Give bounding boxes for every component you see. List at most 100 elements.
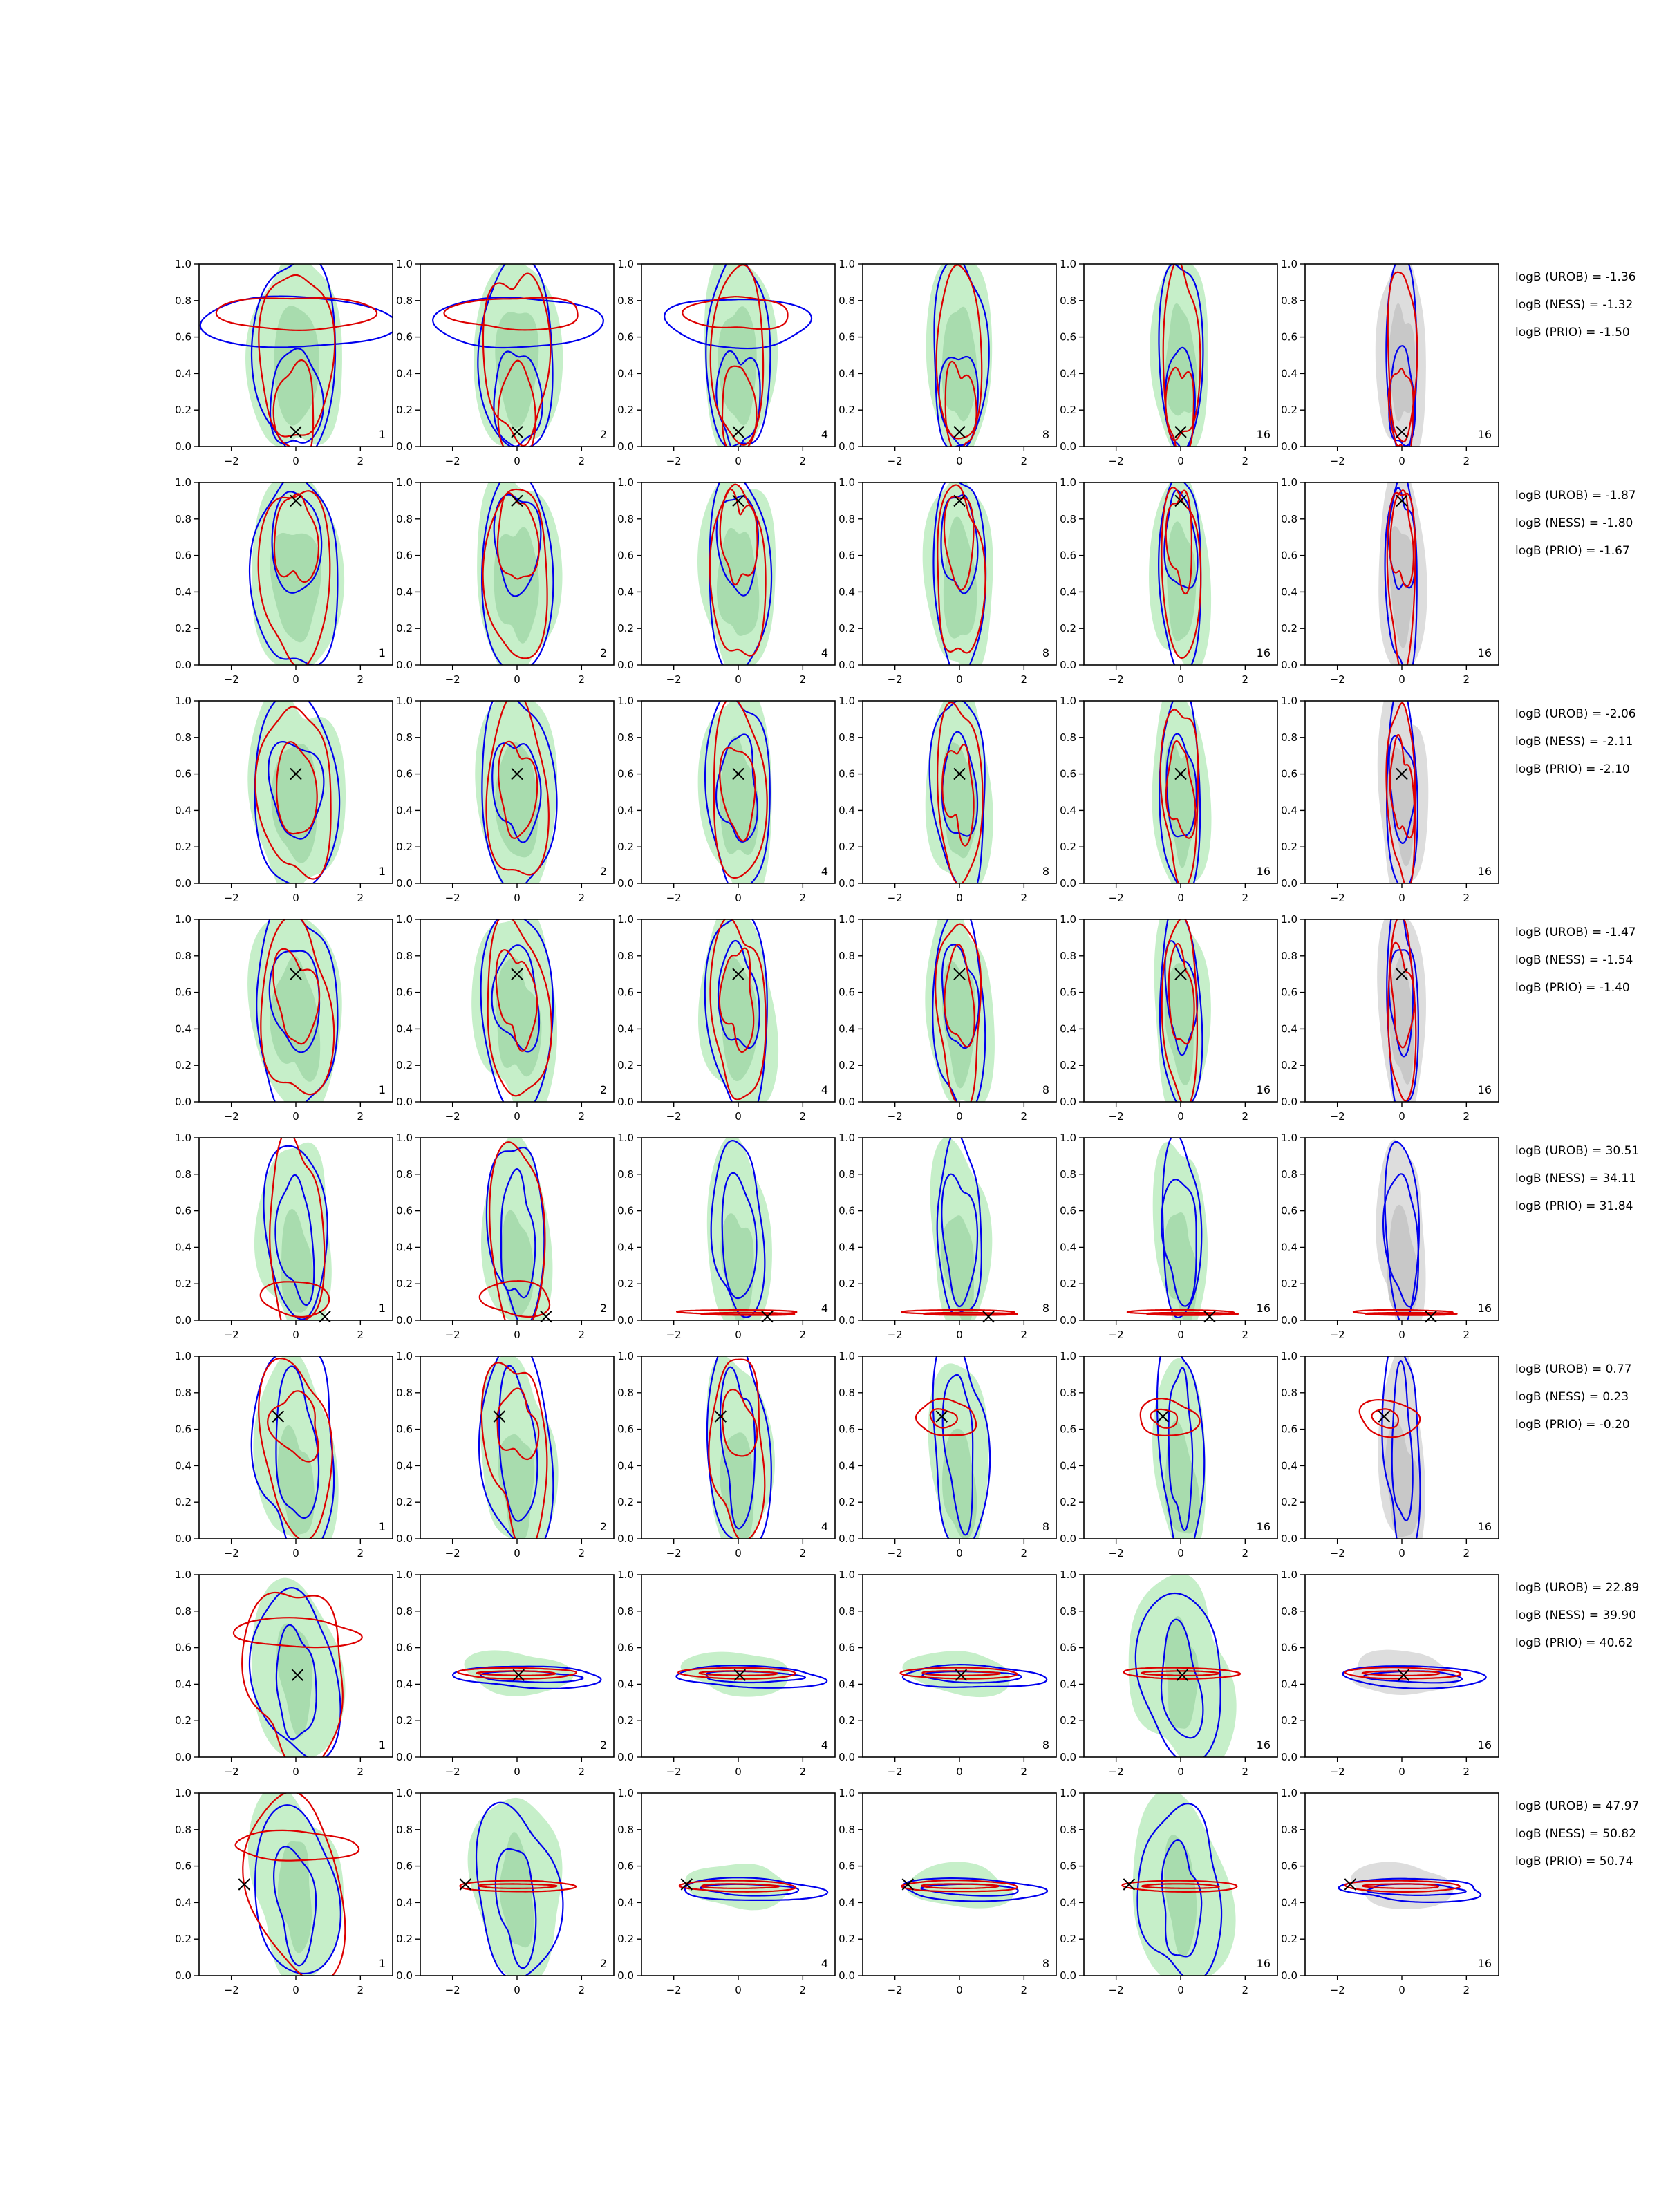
y-tick-label: 0.8 [1281,294,1297,307]
y-tick-label: 1.0 [396,1568,413,1581]
x-tick-label: −2 [224,892,239,904]
red-contour [1358,1399,1421,1438]
y-tick-label: 0.6 [617,1642,634,1654]
truth-marker [238,1878,251,1891]
red-contour [935,264,983,440]
y-tick-label: 0.6 [175,331,191,344]
y-tick-label: 0.8 [617,1387,634,1399]
x-tick-label: 2 [1463,1765,1470,1778]
truth-marker [290,968,302,980]
green-inner-contour [942,1428,977,1539]
blue-contour [1164,940,1199,1056]
y-tick-label: 0.0 [175,877,191,890]
y-tick-label: 0.6 [1281,768,1297,780]
red-contour [1141,1883,1220,1889]
x-tick-label: 2 [1463,673,1470,686]
truth-marker [901,1878,915,1891]
y-tick-label: 0.0 [396,877,413,890]
red-contour [477,1883,558,1890]
panel-r7-c4: 0.0 0.2 0.4 0.6 0.8 1.0 −2 0 2 8 [838,1568,1057,1778]
y-tick-label: 0.2 [617,1059,634,1071]
y-tick-label: 1.0 [175,258,191,270]
panel-r1-c4: 0.0 0.2 0.4 0.6 0.8 1.0 −2 0 2 8 [838,258,1057,467]
red-contour [1141,1670,1220,1676]
x-tick-label: 2 [800,1547,807,1559]
y-tick-label: 1.0 [396,1132,413,1144]
panel-number-label: 2 [600,1738,607,1752]
x-tick-label: 0 [292,1765,299,1778]
y-tick-label: 0.6 [1060,768,1076,780]
blue-contour [481,701,558,883]
y-tick-label: 1.0 [838,1350,855,1362]
x-tick-label: −2 [888,892,903,904]
y-tick-label: 0.4 [838,1678,855,1690]
y-tick-label: 0.8 [838,513,855,525]
green-inner-contour [1164,1421,1200,1534]
y-tick-label: 0.8 [396,950,413,962]
y-tick-label: 0.8 [838,1605,855,1618]
red-contour [1389,941,1416,1049]
red-contour [920,1883,1000,1890]
red-contour [901,1309,1016,1315]
blue-contour [675,1665,828,1689]
y-tick-label: 1.0 [1281,1132,1297,1144]
x-tick-label: 2 [800,1765,807,1778]
y-tick-label: 0.8 [1060,731,1076,744]
y-tick-label: 0.6 [617,986,634,999]
y-tick-label: 0.6 [175,1860,191,1873]
y-tick-label: 0.6 [1060,986,1076,999]
panel-number-label: 1 [379,1302,386,1315]
x-tick-label: −2 [666,1984,682,1996]
panel-number-label: 1 [379,1957,386,1970]
y-tick-label: 0.8 [1281,1387,1297,1399]
red-contour [935,923,982,1102]
x-tick-label: 0 [1177,1110,1184,1123]
y-tick-label: 0.4 [175,804,191,816]
y-tick-label: 0.6 [1060,1642,1076,1654]
truth-marker [733,1669,747,1681]
red-contour [260,919,335,1096]
y-tick-label: 0.6 [838,1642,855,1654]
y-tick-label: 0.2 [617,1933,634,1945]
x-tick-label: 2 [800,1110,807,1123]
x-tick-label: 2 [800,455,807,467]
red-contour [496,491,540,580]
y-tick-label: 1.0 [396,476,413,489]
x-tick-label: −2 [666,892,682,904]
y-tick-label: 0.2 [175,1714,191,1727]
y-tick-label: 1.0 [396,695,413,707]
y-tick-label: 0.4 [617,585,634,598]
truth-marker [511,426,523,438]
x-tick-label: 2 [357,1329,364,1341]
y-tick-label: 0.4 [396,1678,413,1690]
y-tick-label: 0.8 [396,1168,413,1181]
red-contour [1387,271,1418,443]
y-tick-label: 0.2 [1281,622,1297,635]
x-tick-label: 2 [357,673,364,686]
gray-inner-contour [1387,1204,1419,1314]
x-tick-label: 0 [514,892,521,904]
panel-r7-c5: 0.0 0.2 0.4 0.6 0.8 1.0 −2 0 2 16 [1060,1568,1278,1778]
y-tick-label: 0.8 [396,1387,413,1399]
green-inner-contour [498,1434,535,1539]
y-tick-label: 0.8 [175,294,191,307]
y-tick-label: 0.2 [1060,622,1076,635]
panel-r4-c5: 0.0 0.2 0.4 0.6 0.8 1.0 −2 0 2 16 [1060,913,1278,1123]
y-tick-label: 0.2 [617,1277,634,1290]
x-tick-label: 2 [357,1547,364,1559]
x-tick-label: −2 [888,1765,903,1778]
green-inner-contour [276,1623,313,1737]
blue-contour [491,944,541,1053]
x-tick-label: −2 [445,1329,460,1341]
y-tick-label: 0.4 [1281,1022,1297,1035]
truth-marker [953,767,966,780]
y-tick-label: 0.8 [1060,1168,1076,1181]
red-contour [675,1309,798,1315]
panel-r5-c2: 0.0 0.2 0.4 0.6 0.8 1.0 −2 0 2 2 [396,1132,615,1341]
panel-number-label: 2 [600,1957,607,1970]
y-tick-label: 0.4 [1060,1241,1076,1253]
panel-number-label: 2 [600,1083,607,1096]
y-tick-label: 0.4 [838,1459,855,1472]
blue-contour [268,950,321,1053]
panel-number-label: 1 [379,428,386,441]
